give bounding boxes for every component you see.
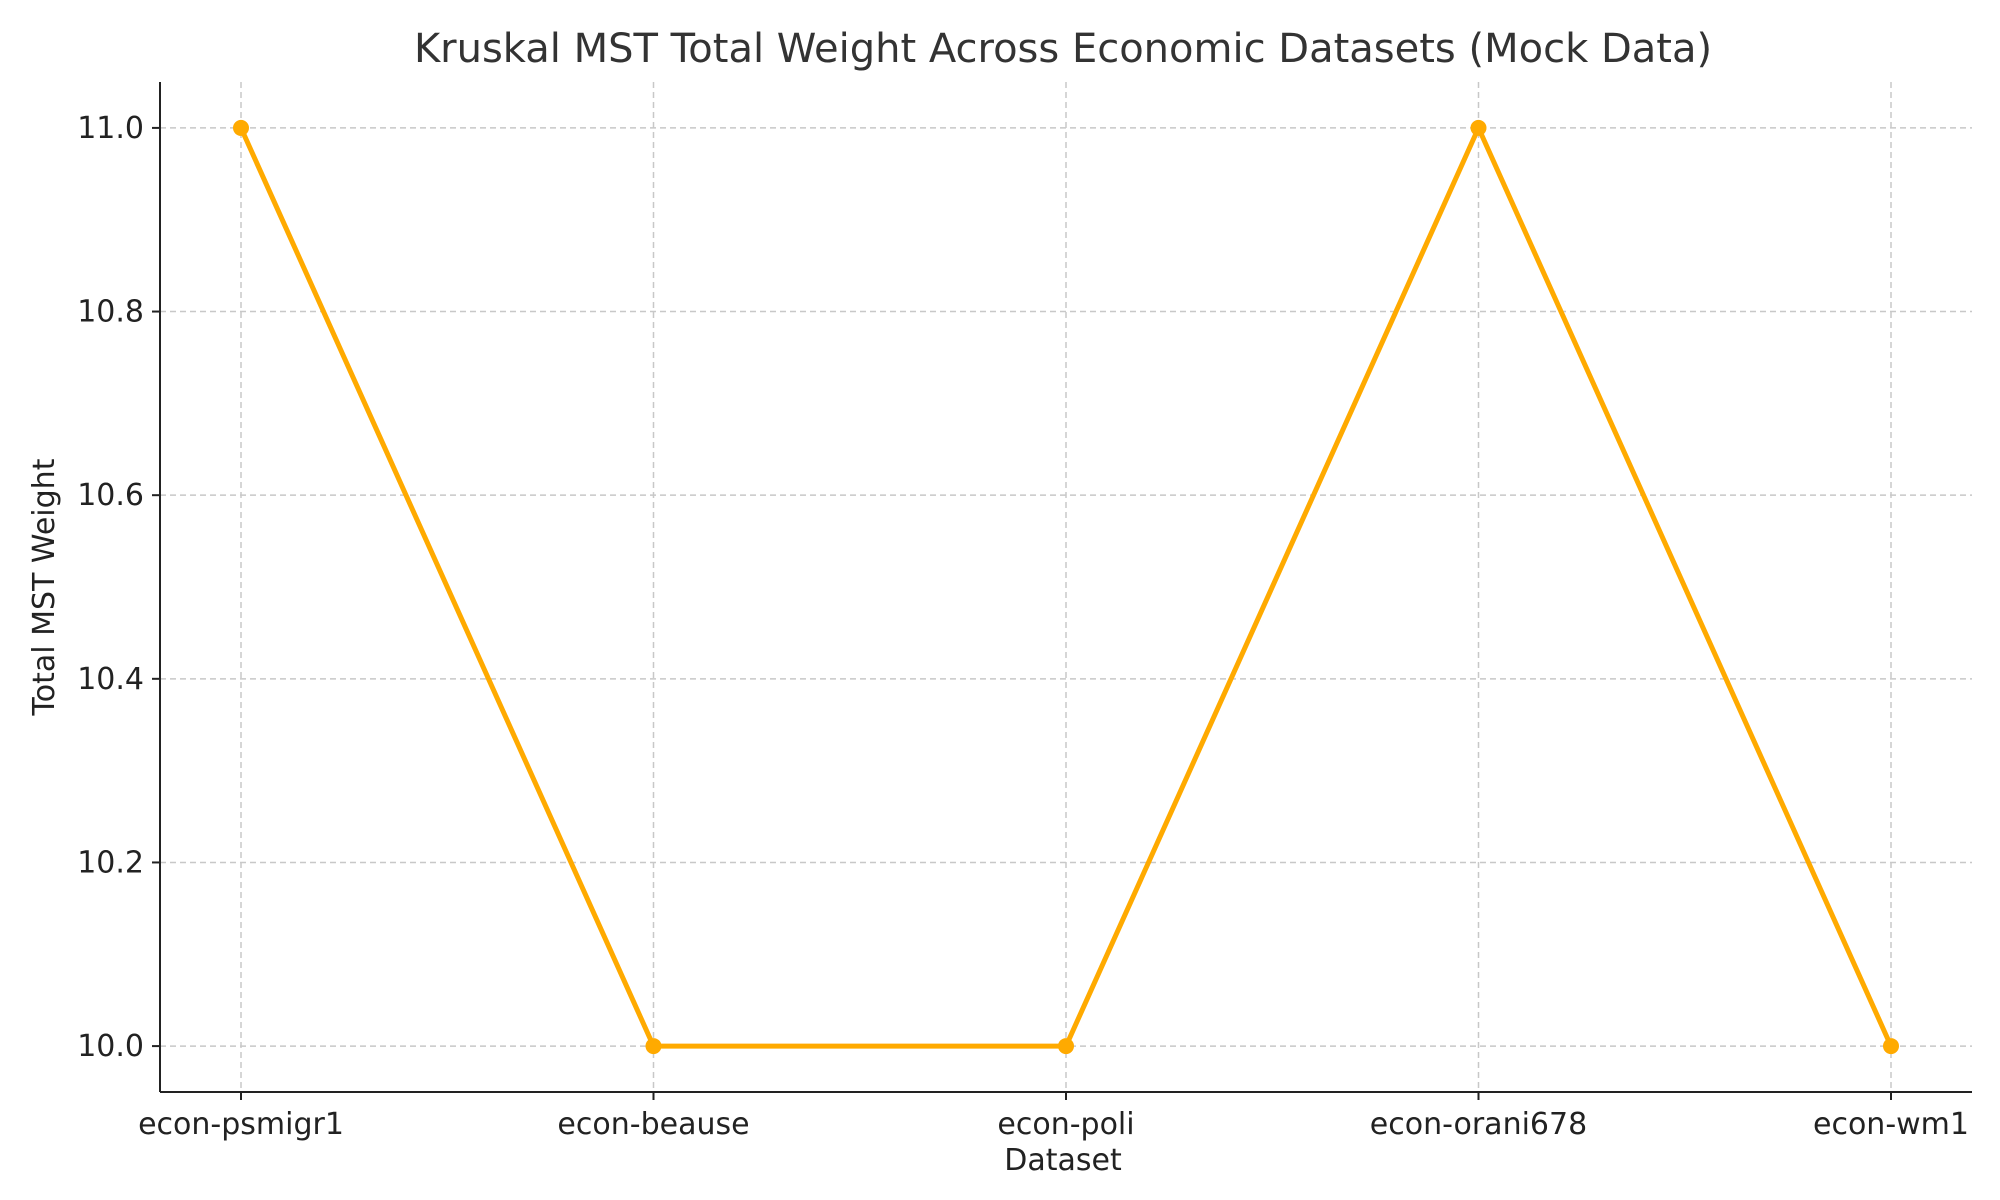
x-tick-label: econ-poli [997, 1107, 1134, 1142]
ticks: 10.0 10.2 10.4 10.6 10.8 11.0 econ-psmigr1 econ… [77, 111, 1969, 1142]
x-tick-label: econ-orani678 [1370, 1107, 1587, 1142]
x-axis-label: Dataset [1004, 1143, 1122, 1178]
y-tick-label: 10.2 [77, 845, 144, 880]
data-point [1470, 119, 1487, 136]
data-point [233, 119, 249, 136]
x-tick-label: econ-psmigr1 [138, 1107, 344, 1142]
data-point [645, 1038, 662, 1055]
series [233, 119, 1899, 1055]
chart-title: Kruskal MST Total Weight Across Economic… [414, 26, 1712, 72]
y-tick-label: 10.4 [77, 662, 144, 697]
grid [160, 82, 1972, 1092]
y-tick-label: 10.8 [77, 295, 144, 330]
x-tick-label: econ-wm1 [1813, 1107, 1969, 1142]
data-point [1883, 1038, 1899, 1055]
y-tick-label: 10.0 [77, 1029, 144, 1064]
y-tick-label: 11.0 [77, 111, 144, 146]
y-axis-label: Total MST Weight [27, 458, 62, 716]
data-point [1058, 1038, 1074, 1055]
x-tick-label: econ-beause [557, 1107, 749, 1142]
y-tick-label: 10.6 [77, 478, 144, 513]
